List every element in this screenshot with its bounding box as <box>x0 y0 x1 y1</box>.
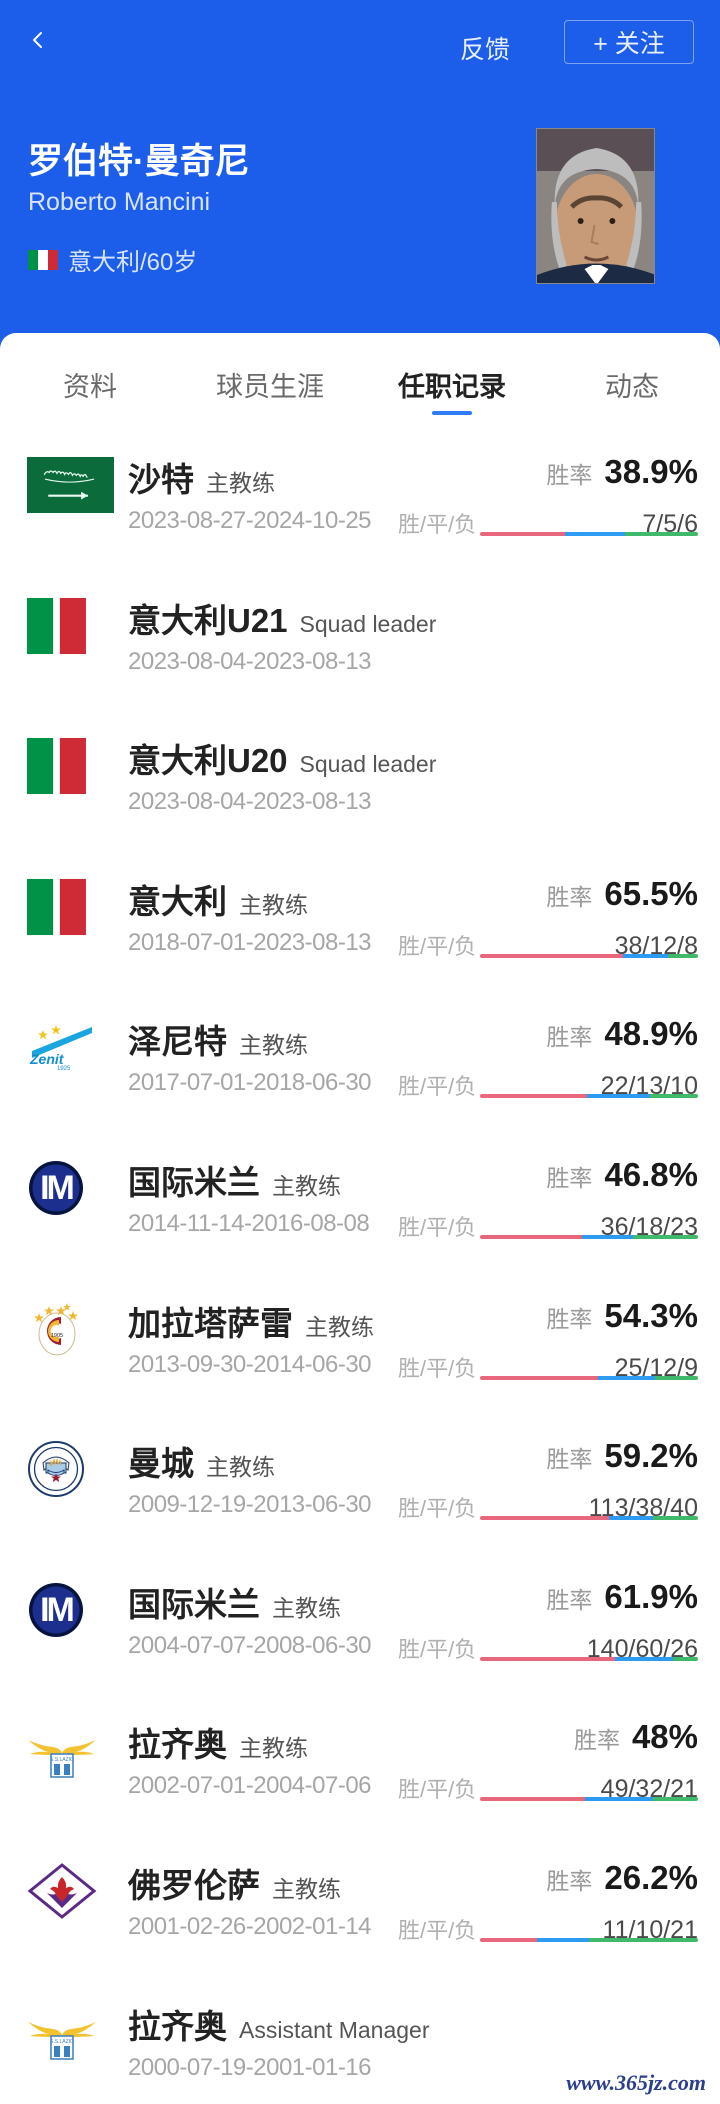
svg-text:1905: 1905 <box>51 1333 63 1339</box>
svg-text:S.S.LAZIO: S.S.LAZIO <box>50 1757 74 1763</box>
svg-text:IM: IM <box>40 1169 73 1207</box>
svg-text:1925: 1925 <box>57 1066 71 1072</box>
svg-text:IM: IM <box>40 1591 73 1629</box>
svg-text:S.S.LAZIO: S.S.LAZIO <box>50 2039 74 2045</box>
svg-text:Zenit: Zenit <box>29 1051 65 1067</box>
